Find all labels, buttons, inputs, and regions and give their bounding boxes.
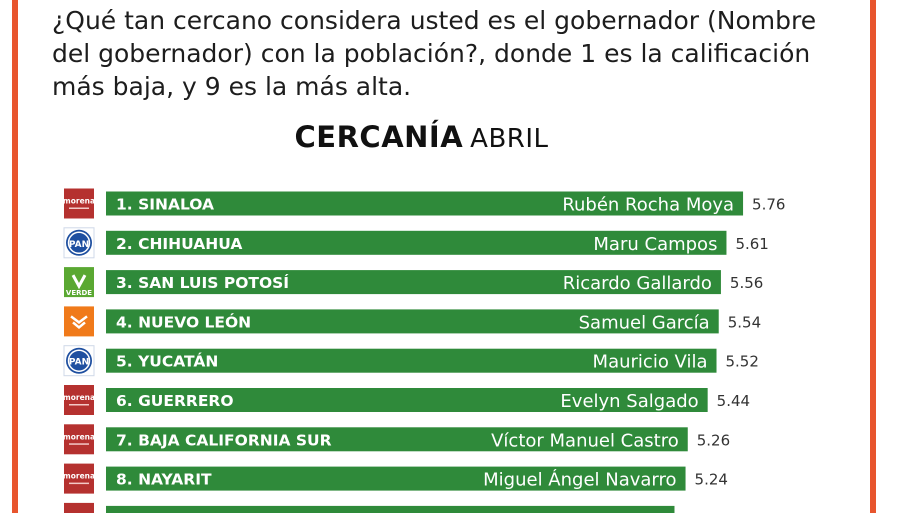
value-label: 5.56 — [730, 274, 763, 292]
morena-logo-text: morena — [63, 393, 95, 402]
state-label: 8. NAYARIT — [116, 471, 212, 489]
chart-title: CERCANÍA ABRIL — [0, 120, 843, 154]
value-label: 5.76 — [752, 196, 785, 214]
governor-label: Rubén Rocha Moya — [562, 195, 734, 216]
bar — [106, 388, 708, 412]
bar-row: VERDE 3. SAN LUIS POTOSÍ Ricardo Gallardo 5… — [64, 267, 763, 298]
bar — [106, 348, 717, 373]
pan-logo-text: PAN — [69, 240, 89, 250]
pan-logo-circle — [66, 347, 92, 374]
morena-logo — [64, 463, 94, 494]
mc-logo-eagle — [70, 315, 88, 330]
value-label: 5.54 — [728, 313, 761, 331]
morena-logo — [64, 424, 94, 455]
value-label: 5.26 — [697, 431, 730, 449]
value-label: 5.24 — [695, 471, 728, 489]
bar-row: morena 7. BAJA CALIFORNIA SUR Víctor Manue… — [63, 424, 730, 455]
morena-logo-line — [69, 482, 89, 485]
state-label: 4. NUEVO LEÓN — [116, 312, 251, 331]
morena-logo-text: morena — [63, 432, 95, 441]
bar — [106, 230, 727, 255]
bar — [106, 427, 688, 452]
bar-row: PAN 5. YUCATÁN Mauricio Vila 5.52 — [63, 345, 759, 377]
cropped-row-bar — [106, 505, 675, 513]
cropped-row-logo — [64, 502, 94, 513]
bar — [106, 309, 719, 334]
value-label: 5.61 — [735, 235, 768, 253]
pan-logo-text: PAN — [69, 358, 89, 368]
bar-row: morena 6. GUERRERO Evelyn Salgado 5.44 — [63, 385, 750, 415]
morena-logo-line — [69, 443, 89, 445]
governor-label: Mauricio Vila — [593, 352, 708, 373]
state-label: 1. SINALOA — [116, 196, 214, 214]
governor-label: Víctor Manuel Castro — [491, 430, 679, 451]
verde-logo — [64, 267, 94, 298]
state-label: 7. BAJA CALIFORNIA SUR — [116, 431, 332, 449]
governor-label: Ricardo Gallardo — [563, 273, 712, 294]
morena-logo-line — [69, 404, 89, 406]
governor-label: Evelyn Salgado — [560, 391, 698, 412]
survey-question: ¿Qué tan cercano considera usted es el g… — [52, 6, 817, 101]
pan-logo-ring — [67, 231, 91, 255]
bar-row: PAN 2. CHIHUAHUA Maru Campos 5.61 — [63, 227, 769, 259]
governor-label: Miguel Ángel Navarro — [483, 469, 676, 491]
bar-row: morena 1. SINALOA Rubén Rocha Moya 5.76 — [63, 188, 785, 219]
morena-logo — [64, 385, 94, 415]
morena-logo — [64, 188, 94, 219]
frame-right-border — [870, 0, 876, 513]
state-label: 2. CHIHUAHUA — [116, 235, 242, 253]
governor-label: Maru Campos — [593, 234, 717, 255]
bar — [106, 466, 686, 491]
verde-logo-mark — [71, 274, 87, 290]
value-label: 5.52 — [726, 353, 759, 371]
morena-logo-line — [69, 207, 89, 209]
state-label: 3. SAN LUIS POTOSÍ — [116, 273, 289, 292]
value-label: 5.44 — [717, 392, 750, 410]
pan-logo-circle — [66, 229, 92, 256]
verde-logo-text: VERDE — [66, 289, 92, 297]
state-label: 6. GUERRERO — [116, 392, 234, 410]
bar-row: morena 8. NAYARIT Miguel Ángel Navarro 5.24 — [63, 463, 728, 494]
pan-logo-ring — [67, 349, 91, 372]
bar-row: 4. NUEVO LEÓN Samuel García 5.54 — [64, 306, 761, 337]
morena-logo-text: morena — [63, 197, 95, 206]
chart-title-main: CERCANÍA — [294, 120, 464, 154]
morena-logo-text: morena — [63, 472, 95, 481]
frame-left-border — [12, 0, 18, 513]
state-label: 5. YUCATÁN — [116, 352, 218, 371]
governor-label: Samuel García — [579, 312, 710, 333]
bar — [106, 270, 721, 295]
chart-title-sub: ABRIL — [470, 124, 549, 154]
bar — [106, 191, 744, 216]
